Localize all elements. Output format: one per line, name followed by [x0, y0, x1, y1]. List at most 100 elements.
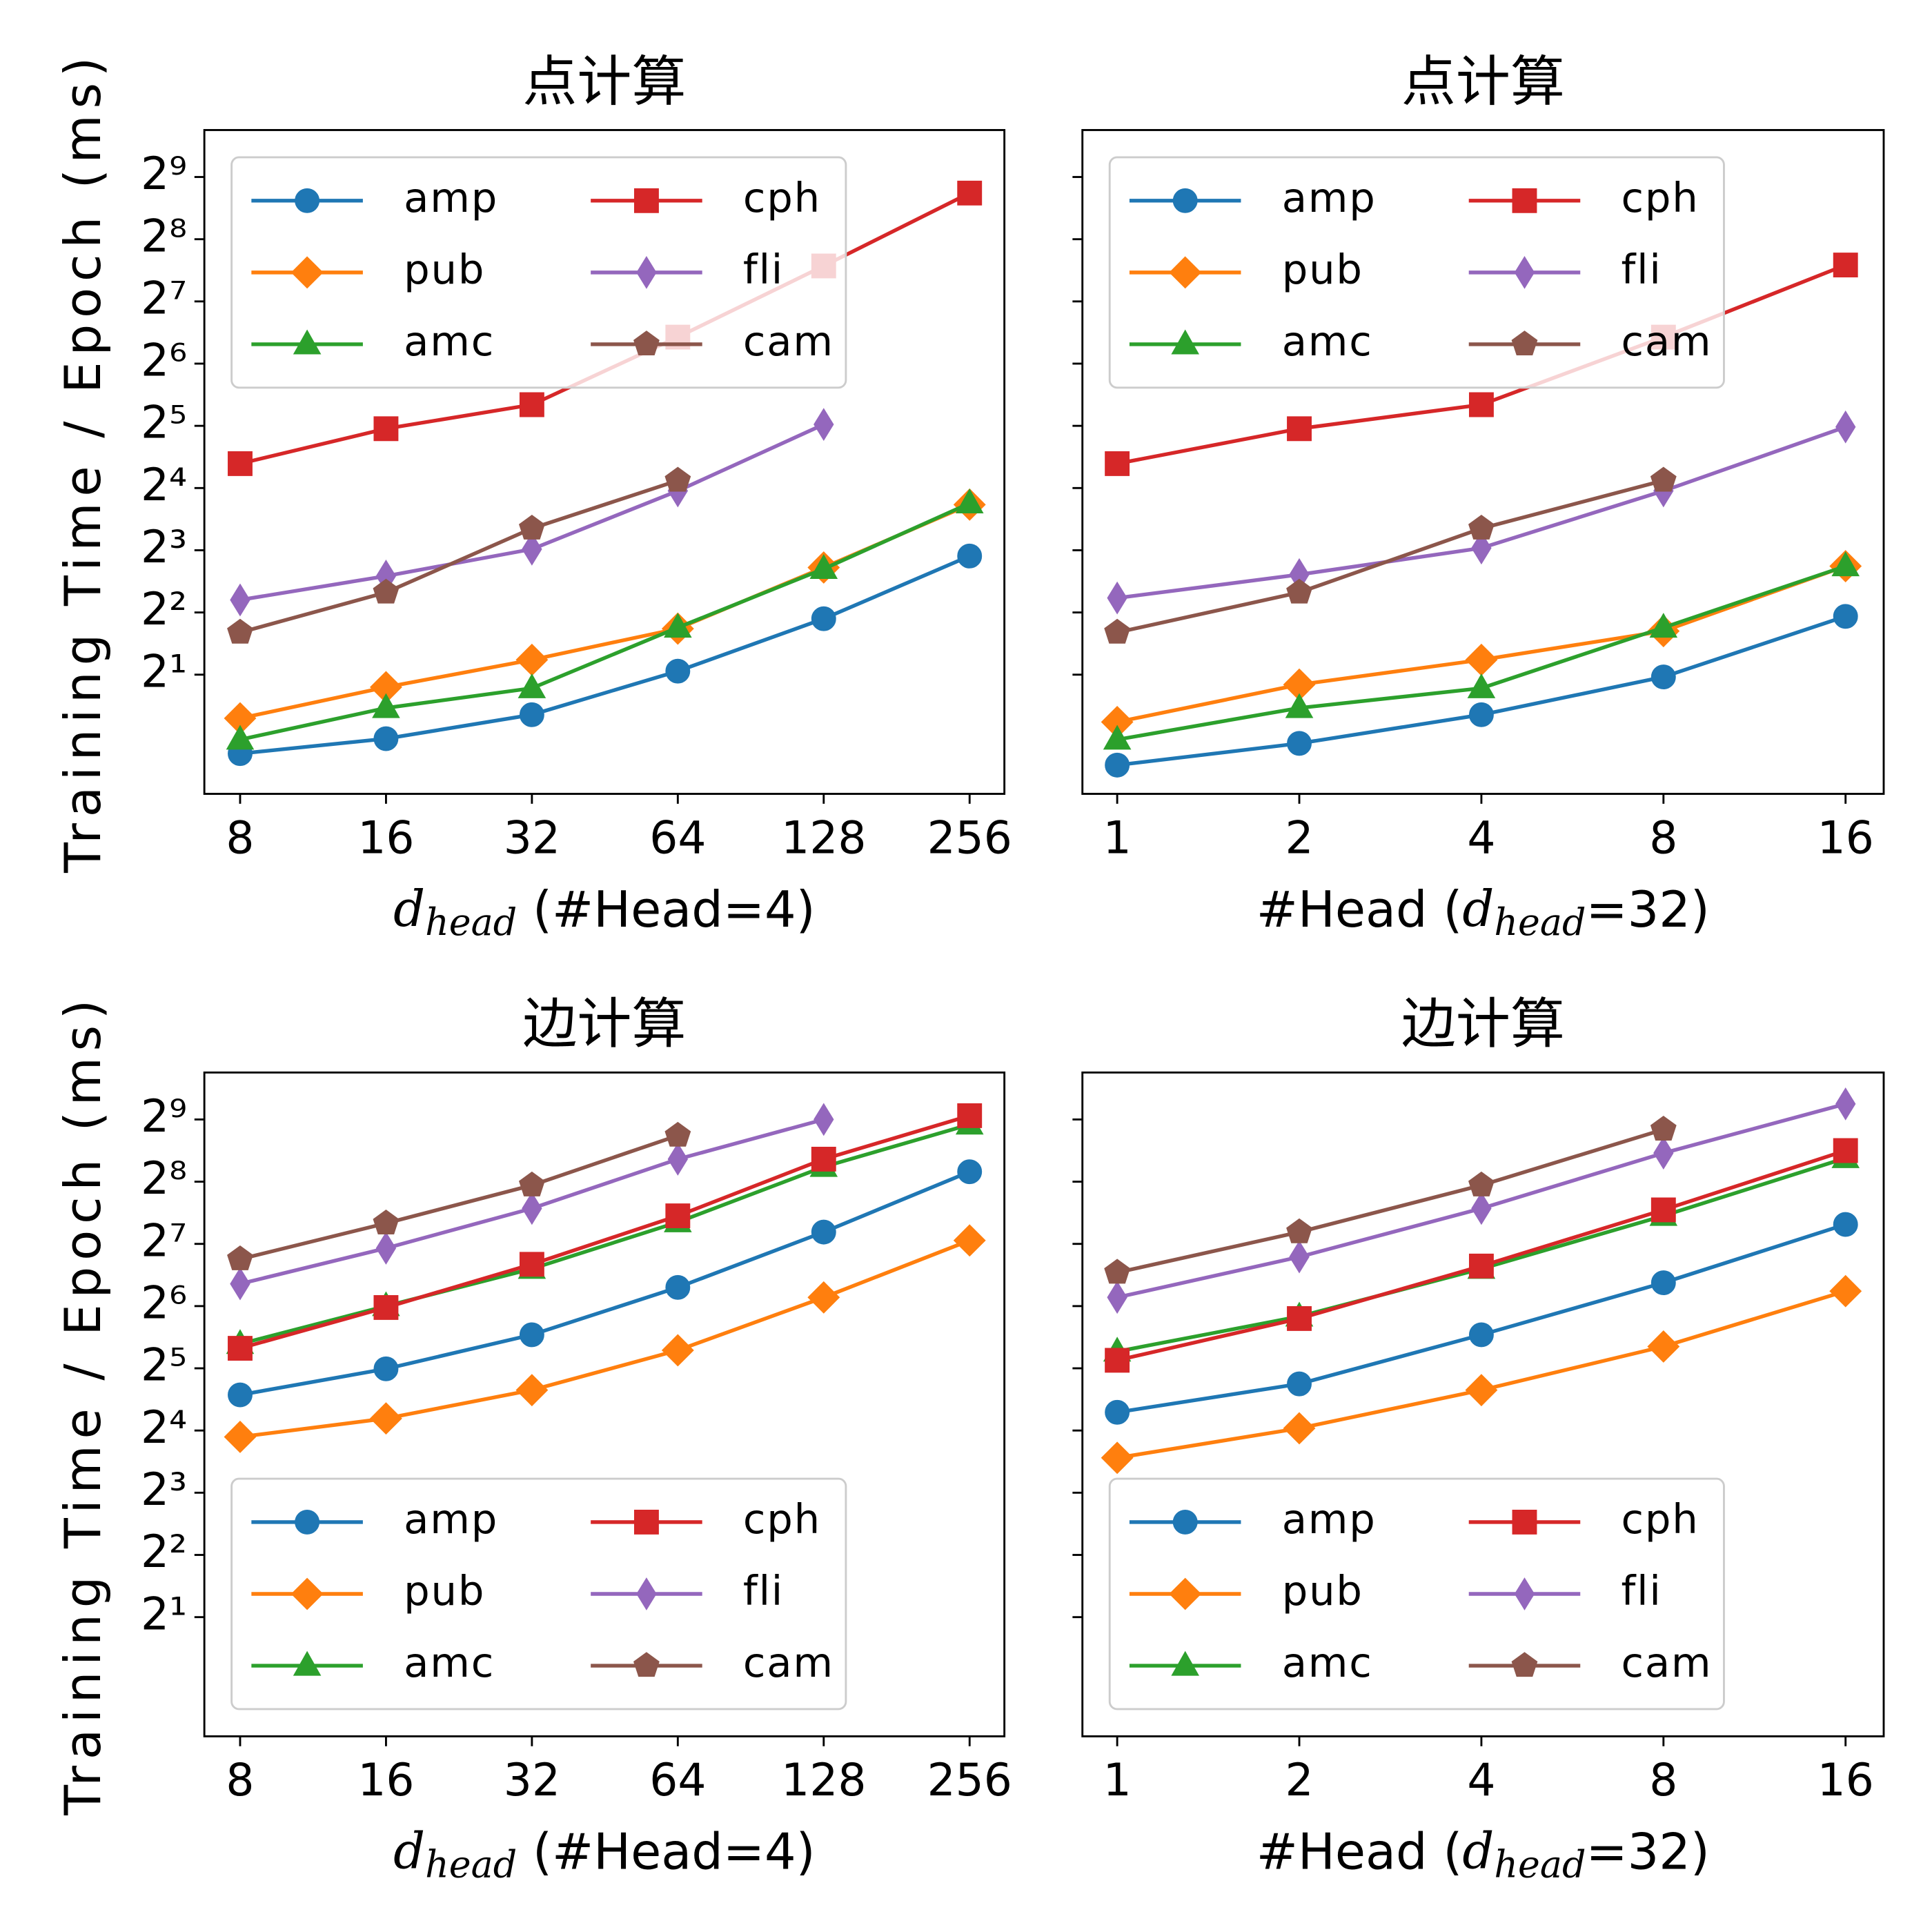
x-axis-label-part: head: [1494, 900, 1586, 944]
marker: [1107, 581, 1127, 615]
marker: [1649, 613, 1678, 638]
legend-marker: [290, 1577, 324, 1610]
x-tick-label: 256: [927, 812, 1012, 864]
marker: [230, 583, 250, 617]
marker: [955, 488, 984, 513]
marker: [230, 1267, 250, 1301]
marker: [518, 673, 546, 698]
legend-label: cam: [1621, 317, 1712, 365]
x-tick-label: 8: [1649, 812, 1677, 864]
marker: [1650, 664, 1676, 690]
marker: [1286, 578, 1312, 604]
legend-marker: [1511, 1652, 1538, 1677]
marker: [1650, 1116, 1677, 1141]
marker: [224, 1421, 257, 1453]
series-line: [239, 422, 825, 602]
marker: [519, 702, 544, 727]
legend-label: amc: [404, 1639, 495, 1686]
marker: [809, 554, 838, 580]
marker: [1289, 1240, 1310, 1274]
marker: [226, 724, 255, 750]
series-line: [1116, 1127, 1664, 1274]
legend-label: cam: [743, 317, 834, 365]
marker: [1647, 1330, 1680, 1363]
x-tick-label: 4: [1467, 812, 1495, 864]
marker: [1835, 1087, 1856, 1121]
x-axis-label-part: head: [425, 1843, 517, 1886]
marker: [1829, 1274, 1862, 1308]
marker: [957, 543, 983, 569]
x-tick-label: 8: [226, 1755, 254, 1806]
legend-label: pub: [404, 1567, 485, 1615]
marker: [1468, 514, 1495, 540]
x-axis-label-part: #Head (: [1256, 1822, 1463, 1880]
marker: [519, 392, 544, 417]
x-tick-label: 1: [1103, 1755, 1132, 1806]
y-tick-label: 2¹: [141, 1588, 187, 1640]
marker: [522, 1192, 542, 1225]
series-line: [239, 1134, 679, 1261]
legend-label: cam: [743, 1639, 834, 1686]
marker: [1467, 673, 1496, 698]
marker: [1833, 253, 1858, 278]
y-tick-label: 2⁴: [141, 1402, 187, 1454]
series-line: [239, 554, 971, 756]
legend-box: [1108, 1477, 1725, 1711]
marker: [227, 1245, 253, 1270]
marker: [373, 578, 400, 604]
x-tick-label: 32: [504, 812, 560, 864]
legend-label: cph: [743, 1495, 821, 1543]
legend-marker: [636, 1577, 657, 1610]
marker: [811, 1146, 836, 1172]
marker: [373, 416, 399, 442]
series-line: [239, 1170, 971, 1397]
x-axis-label-part: d: [393, 879, 425, 937]
x-tick-label: 16: [1817, 1755, 1874, 1806]
x-axis-label-part: d: [1462, 1822, 1494, 1880]
x-tick-label: 64: [649, 1755, 706, 1806]
x-tick-label: 4: [1467, 1755, 1495, 1806]
marker: [1835, 410, 1856, 444]
series-line: [239, 1114, 970, 1350]
legend-label: amp: [1282, 1495, 1377, 1543]
x-tick-label: 16: [357, 1755, 414, 1806]
x-axis-label-part: =32): [1586, 1822, 1709, 1880]
x-tick-label: 8: [1649, 1755, 1677, 1806]
series-line: [1116, 478, 1664, 635]
marker: [518, 1171, 545, 1196]
marker: [1653, 1136, 1674, 1170]
marker: [667, 1143, 689, 1176]
y-tick-label: 2⁹: [141, 148, 187, 200]
marker: [1105, 451, 1130, 476]
legend-marker: [633, 331, 660, 356]
series-line: [239, 1239, 971, 1439]
marker: [515, 1374, 549, 1407]
marker: [515, 643, 549, 676]
marker: [807, 1281, 840, 1314]
x-axis-label-part: =32): [1586, 880, 1709, 938]
legend-box: [230, 156, 847, 389]
x-axis-label: dhead (#Head=4): [393, 879, 816, 943]
legend-label: amp: [404, 1495, 498, 1543]
axes-frame: [203, 129, 1006, 795]
marker: [664, 466, 691, 492]
legend-marker: [295, 188, 320, 213]
marker: [228, 1382, 253, 1408]
marker: [369, 1402, 402, 1435]
legend-marker: [633, 1652, 660, 1677]
y-tick-label: 2⁸: [141, 210, 187, 262]
x-tick-label: 256: [927, 1755, 1012, 1806]
legend-label: cph: [1621, 174, 1699, 221]
x-axis-label-part: d: [1462, 879, 1494, 937]
marker: [1283, 1412, 1316, 1445]
x-tick-label: 32: [504, 1755, 560, 1806]
legend-marker: [1171, 329, 1199, 355]
y-axis-label: Training Time / Epoch (ms): [54, 994, 112, 1816]
marker: [518, 514, 545, 540]
x-axis-label-part: head: [425, 900, 517, 944]
legend-box: [1108, 156, 1725, 389]
marker: [1287, 1371, 1312, 1397]
marker: [814, 408, 834, 442]
marker: [228, 1336, 253, 1361]
y-tick-label: 2⁷: [141, 1215, 187, 1267]
